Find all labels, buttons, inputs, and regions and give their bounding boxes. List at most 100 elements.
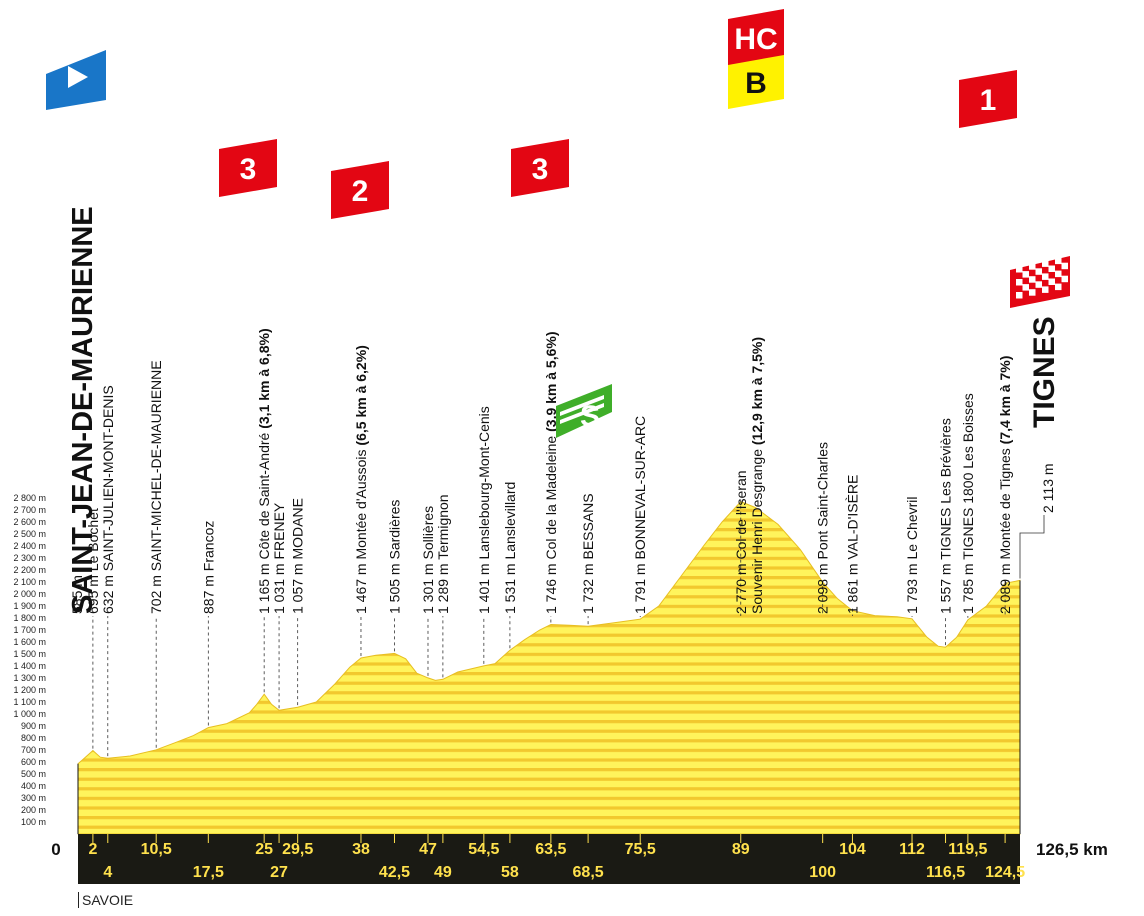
point-label: 2 113 m [1040,463,1056,513]
km-label-top: 10,5 [141,841,172,858]
y-tick-label: 1 300 m [13,673,46,683]
y-tick-label: 600 m [21,757,46,767]
y-tick-label: 300 m [21,793,46,803]
finish-flag-icon [1010,256,1070,308]
km-label-top: 25 [255,841,273,858]
point-label: 585 m [69,575,85,614]
km-label-top: 2 [88,841,97,858]
elevation-profile-area [77,501,1021,835]
flag-label: B [745,67,767,100]
point-label-secondary: Souvenir Henri Desgrange (12,9 km à 7,5%… [749,337,765,614]
km-label-top: 75,5 [625,841,656,858]
point-label: 1 301 m Sollières [420,506,436,614]
start-km-label: 0 [51,840,60,859]
y-tick-label: 700 m [21,745,46,755]
y-tick-label: 2 700 m [13,505,46,515]
y-tick-label: 500 m [21,769,46,779]
climb-category-flag: HC [728,9,784,67]
point-label: 1 057 m MODANE [290,498,306,614]
y-tick-label: 1 400 m [13,661,46,671]
y-tick-label: 2 800 m [13,493,46,503]
km-label-bottom: 124,5 [985,864,1025,881]
y-tick-label: 400 m [21,781,46,791]
point-label: 887 m Francoz [200,521,216,614]
point-label: 1 531 m Lanslevillard [502,482,518,614]
y-tick-label: 2 400 m [13,541,46,551]
y-tick-label: 100 m [21,817,46,827]
sprint-flag-icon: S [556,384,612,438]
km-leader-line [1019,515,1045,579]
km-label-bottom: 116,5 [926,864,965,881]
flag-label: 3 [532,153,549,186]
km-label-top: 29,5 [282,841,313,858]
region-label: SAVOIE [78,892,133,908]
point-label: 1 031 m FRENEY [271,502,287,614]
y-tick-label: 900 m [21,721,46,731]
km-label-bottom: 100 [809,864,836,881]
y-tick-label: 2 100 m [13,577,46,587]
flag-label: 3 [240,153,257,186]
km-label-top: 63,5 [535,841,566,858]
point-label: 1 289 m Termignon [435,494,451,614]
flag-label: 1 [980,84,997,117]
km-label-top: 104 [839,841,866,858]
y-tick-label: 1 500 m [13,649,46,659]
point-label: 2 098 m Pont Saint-Charles [815,442,831,614]
y-tick-label: 1 100 m [13,697,46,707]
point-label: 2 770 m Col de l'Iseran [733,470,749,614]
y-tick-label: 1 900 m [13,601,46,611]
point-label: 1 505 m Sardières [386,500,402,614]
km-label-top: 112 [899,841,925,858]
km-label-top: 119,5 [948,841,987,858]
flag-label: S [580,400,600,433]
climb-category-flag: 3 [219,139,277,197]
km-label-top: 54,5 [468,841,499,858]
end-km-label: 126,5 km [1036,840,1108,859]
start-town-label: SAINT-JEAN-DE-MAURIENNE [67,206,99,614]
y-tick-label: 2 600 m [13,517,46,527]
km-label-bottom: 27 [270,864,288,881]
km-label-bottom: 49 [434,864,452,881]
point-label: 695 m Le Bochet [85,508,101,614]
start-flag-icon [46,50,106,110]
finish-town-label: TIGNES [1028,316,1061,428]
point-label: 1 165 m Côte de Saint-André (3,1 km à 6,… [256,328,272,614]
km-label-top: 38 [352,841,370,858]
km-label-bottom: 68,5 [573,864,604,881]
y-tick-label: 1 000 m [13,709,46,719]
point-label: 702 m SAINT-MICHEL-DE-MAURIENNE [148,360,164,614]
point-label: 1 861 m VAL-D'ISÈRE [844,475,860,614]
y-tick-label: 2 300 m [13,553,46,563]
y-tick-label: 800 m [21,733,46,743]
km-label-top: 47 [419,841,437,858]
km-label-bottom: 17,5 [193,864,224,881]
y-tick-label: 1 800 m [13,613,46,623]
km-label-bottom: 4 [103,864,112,881]
y-tick-label: 1 600 m [13,637,46,647]
point-label: 1 401 m Lanslebourg-Mont-Cenis [476,406,492,614]
y-tick-label: 200 m [21,805,46,815]
point-label: 1 746 m Col de la Madeleine (3,9 km à 5,… [543,331,559,614]
point-label: 1 791 m BONNEVAL-SUR-ARC [632,416,648,614]
y-tick-label: 2 500 m [13,529,46,539]
point-label: 1 793 m Le Chevril [904,496,920,614]
climb-category-flag: 2 [331,161,389,219]
km-strip [78,834,1020,884]
y-tick-label: 1 200 m [13,685,46,695]
point-label: 2 089 m Montée de Tignes (7,4 km à 7%) [997,356,1013,614]
point-label: 1 732 m BESSANS [580,493,596,614]
flag-label: 2 [352,175,369,208]
point-label: 1 467 m Montée d'Aussois (6,5 km à 6,2%) [353,345,369,614]
km-label-bottom: 58 [501,864,519,881]
climb-category-flag: 1 [959,70,1017,128]
point-label: 1 557 m TIGNES Les Brévières [938,418,954,614]
y-tick-label: 1 700 m [13,625,46,635]
km-label-top: 89 [732,841,750,858]
climb-category-flag: 3 [511,139,569,197]
point-label: 632 m SAINT-JULIEN-MONT-DENIS [100,385,116,614]
point-label: 1 785 m TIGNES 1800 Les Boisses [960,393,976,614]
flag-label: HC [734,23,777,56]
km-label-bottom: 42,5 [379,864,410,881]
y-tick-label: 2 000 m [13,589,46,599]
